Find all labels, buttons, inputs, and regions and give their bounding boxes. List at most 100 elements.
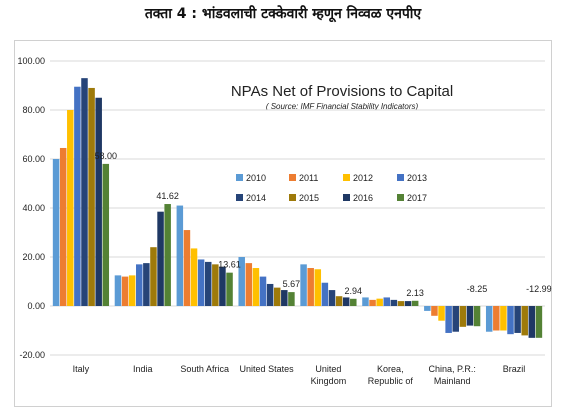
bar bbox=[459, 306, 467, 327]
bar bbox=[362, 297, 369, 306]
category-label: Italy bbox=[73, 364, 90, 374]
data-label: 41.62 bbox=[156, 191, 179, 201]
bar bbox=[452, 306, 459, 332]
legend-label: 2016 bbox=[353, 193, 373, 203]
legend-swatch bbox=[343, 174, 350, 181]
bar bbox=[438, 306, 445, 321]
bar bbox=[252, 268, 260, 306]
bar bbox=[52, 159, 60, 306]
category-label: Mainland bbox=[434, 376, 471, 386]
category-label: South Africa bbox=[180, 364, 229, 374]
chart-frame bbox=[14, 40, 552, 407]
bar bbox=[95, 97, 102, 306]
bar bbox=[466, 306, 474, 326]
y-tick-label: 20.00 bbox=[22, 252, 45, 262]
category-label: United bbox=[315, 364, 341, 374]
bar bbox=[514, 306, 521, 333]
legend-label: 2013 bbox=[407, 173, 427, 183]
y-tick-label: 80.00 bbox=[22, 105, 45, 115]
bar bbox=[238, 257, 245, 306]
bar bbox=[67, 110, 74, 306]
bar bbox=[259, 276, 267, 306]
bar bbox=[350, 298, 357, 306]
data-label: -8.25 bbox=[467, 284, 488, 294]
category-label: Brazil bbox=[503, 364, 526, 374]
category-label: United States bbox=[240, 364, 295, 374]
bar bbox=[226, 272, 233, 306]
bar bbox=[404, 301, 412, 306]
category-label: India bbox=[133, 364, 153, 374]
bar bbox=[397, 301, 405, 306]
bar bbox=[88, 87, 95, 306]
bar bbox=[321, 282, 329, 306]
bar bbox=[128, 275, 136, 306]
bar bbox=[176, 205, 184, 306]
data-label: 2.94 bbox=[345, 286, 363, 296]
legend-swatch bbox=[236, 174, 243, 181]
legend-label: 2012 bbox=[353, 173, 373, 183]
bar bbox=[157, 211, 164, 306]
bar bbox=[431, 306, 438, 316]
legend-swatch bbox=[236, 194, 243, 201]
bar bbox=[197, 259, 205, 306]
bar bbox=[266, 283, 274, 306]
bar bbox=[535, 306, 543, 338]
legend-label: 2015 bbox=[299, 193, 319, 203]
chart-title: NPAs Net of Provisions to Capital bbox=[231, 83, 453, 100]
bar bbox=[81, 78, 88, 307]
legend-swatch bbox=[289, 174, 296, 181]
bar bbox=[411, 300, 419, 306]
bar bbox=[212, 264, 219, 306]
legend: 2010 2011 2012 2013 2014 2015 2016 2017 bbox=[236, 173, 427, 203]
bar bbox=[376, 298, 383, 306]
bar bbox=[219, 266, 226, 306]
bar bbox=[424, 306, 431, 311]
bar bbox=[314, 269, 322, 306]
legend-swatch bbox=[397, 174, 404, 181]
data-label: 2.13 bbox=[406, 288, 424, 298]
bar bbox=[164, 204, 171, 306]
bar bbox=[521, 306, 528, 336]
bar bbox=[507, 306, 514, 335]
bar bbox=[59, 147, 67, 306]
data-label: -12.99 bbox=[526, 284, 552, 294]
bar bbox=[307, 268, 314, 306]
legend-swatch bbox=[289, 194, 296, 201]
legend-label: 2010 bbox=[246, 173, 266, 183]
bar bbox=[245, 263, 253, 306]
legend-label: 2011 bbox=[299, 173, 318, 183]
data-labels: 58.00 41.62 13.61 5.67 2.94 2.13 -8.25 -12.99 bbox=[95, 151, 552, 298]
bar bbox=[273, 287, 281, 306]
bar bbox=[136, 264, 143, 306]
bar bbox=[150, 247, 157, 306]
legend-label: 2014 bbox=[246, 193, 266, 203]
legend-swatch bbox=[343, 194, 350, 201]
chart-subtitle: ( Source: IMF Financial Stability Indica… bbox=[266, 102, 419, 111]
bar bbox=[102, 163, 110, 306]
data-label: 5.67 bbox=[283, 279, 301, 289]
y-tick-label: 0.00 bbox=[27, 301, 45, 311]
bar bbox=[190, 248, 198, 306]
page-heading: तक्ता 4 : भांडवलाची टक्केवारी म्हणून निव… bbox=[144, 6, 422, 22]
bar bbox=[473, 306, 481, 327]
legend-swatch bbox=[397, 194, 404, 201]
bar bbox=[300, 264, 307, 306]
bar bbox=[500, 306, 507, 331]
category-label: Republic of bbox=[368, 376, 414, 386]
bar bbox=[493, 306, 500, 331]
bar bbox=[281, 290, 288, 306]
category-label: Kingdom bbox=[311, 376, 347, 386]
bar bbox=[369, 299, 376, 306]
bar bbox=[204, 261, 212, 306]
data-label: 13.61 bbox=[218, 260, 241, 270]
y-tick-label: -20.00 bbox=[19, 350, 45, 360]
legend-label: 2017 bbox=[407, 193, 427, 203]
bar bbox=[74, 86, 81, 306]
bar bbox=[288, 292, 295, 306]
bar bbox=[528, 306, 536, 338]
bars bbox=[52, 78, 543, 338]
category-label: China, P.R.: bbox=[429, 364, 476, 374]
bar bbox=[383, 297, 391, 306]
y-tick-label: 60.00 bbox=[22, 154, 45, 164]
